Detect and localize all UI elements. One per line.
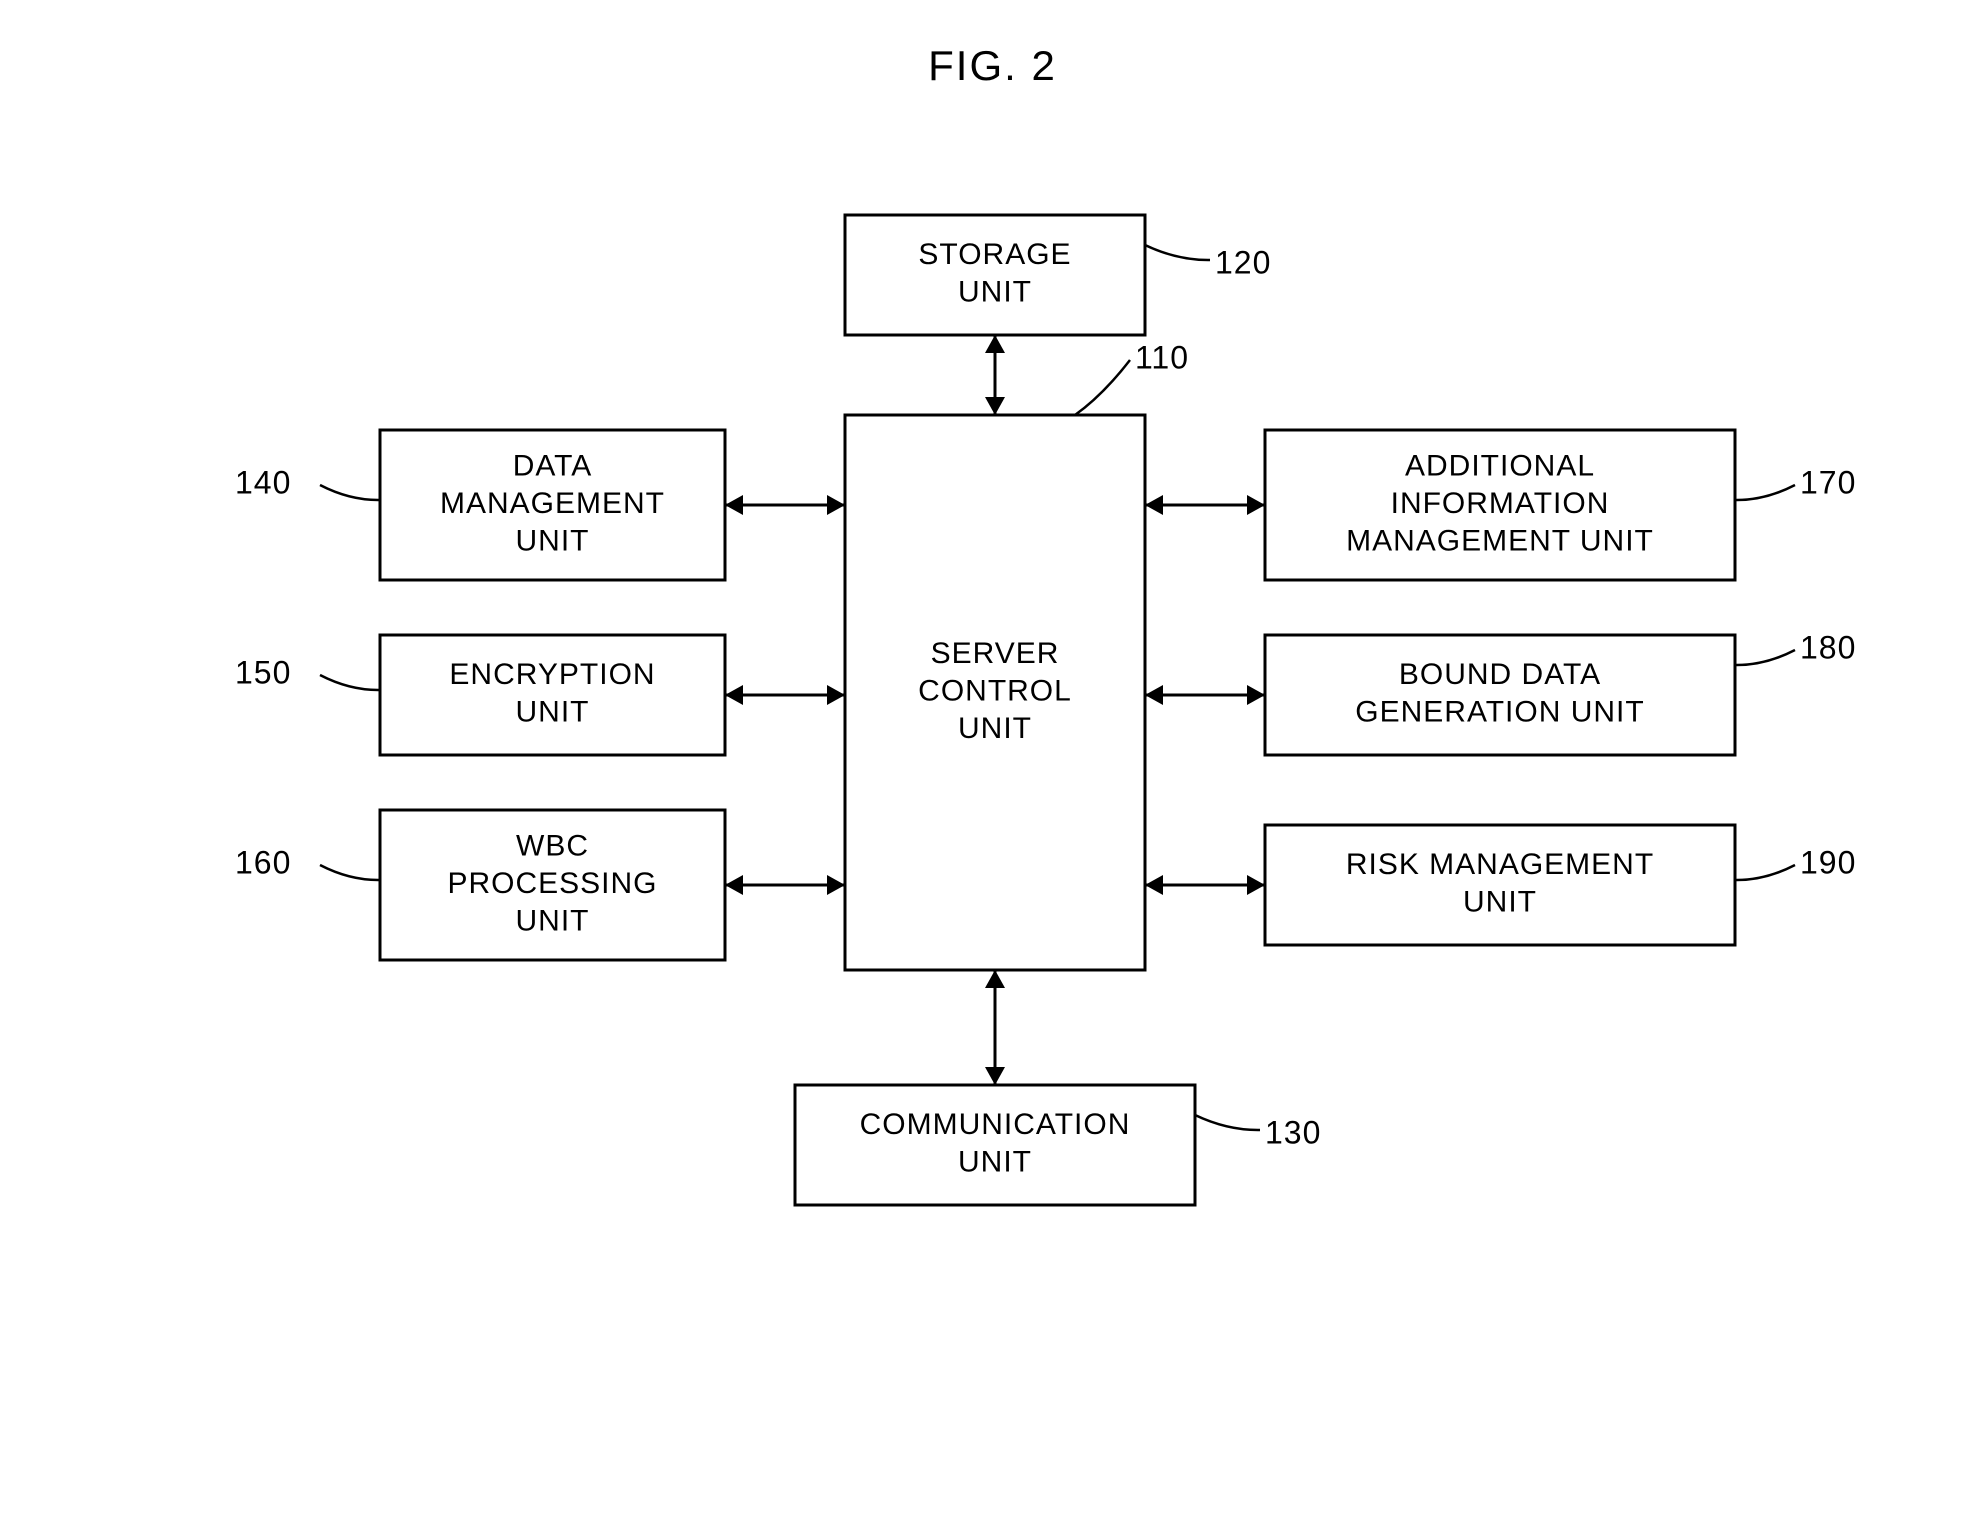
unit-160-label: UNIT (516, 904, 590, 937)
server-control-unit-ref: 110 (1135, 339, 1189, 375)
unit-190-ref: 190 (1800, 844, 1856, 880)
arrowhead (1247, 495, 1265, 515)
arrowhead (827, 495, 845, 515)
storage-unit-label: STORAGE (918, 238, 1071, 271)
unit-140-label: MANAGEMENT (440, 487, 665, 520)
arrowhead (985, 397, 1005, 415)
arrowhead (725, 875, 743, 895)
arrowhead (1145, 495, 1163, 515)
storage-unit-leader (1145, 245, 1210, 260)
unit-190-label: RISK MANAGEMENT (1346, 848, 1654, 881)
storage-unit-label: UNIT (958, 276, 1032, 309)
unit-170-label: ADDITIONAL (1405, 449, 1595, 482)
arrowhead (827, 685, 845, 705)
unit-150-label: UNIT (516, 696, 590, 729)
arrowhead (1247, 685, 1265, 705)
arrowhead (985, 970, 1005, 988)
unit-190-leader (1735, 865, 1795, 880)
unit-170-label: MANAGEMENT UNIT (1346, 524, 1654, 557)
communication-unit-label: COMMUNICATION (860, 1108, 1131, 1141)
block-diagram: FIG. 2 SERVER CONTROL UNIT 110 STORAGE UNIT 120… (0, 0, 1985, 1531)
server-control-unit-leader (1075, 360, 1130, 415)
unit-150-label: ENCRYPTION (449, 658, 655, 691)
communication-unit-ref: 130 (1265, 1114, 1321, 1150)
communication-unit-leader (1195, 1115, 1260, 1130)
arrowhead (1145, 685, 1163, 705)
unit-160-ref: 160 (235, 844, 291, 880)
unit-180-ref: 180 (1800, 629, 1856, 665)
figure-title: FIG. 2 (928, 42, 1057, 89)
server-control-unit-label: UNIT (958, 712, 1032, 745)
arrowhead (1247, 875, 1265, 895)
communication-unit-label: UNIT (958, 1146, 1032, 1179)
unit-150-leader (320, 675, 380, 690)
arrowhead (827, 875, 845, 895)
unit-170-leader (1735, 485, 1795, 500)
unit-170-label: INFORMATION (1391, 487, 1610, 520)
server-control-unit-label: SERVER (931, 637, 1060, 670)
arrowhead (985, 335, 1005, 353)
unit-150-ref: 150 (235, 654, 291, 690)
unit-190-label: UNIT (1463, 886, 1537, 919)
unit-180-label: BOUND DATA (1399, 658, 1601, 691)
server-control-unit-label: CONTROL (918, 674, 1072, 707)
unit-160-label: PROCESSING (447, 867, 657, 900)
arrowhead (725, 495, 743, 515)
arrowhead (985, 1067, 1005, 1085)
storage-unit-ref: 120 (1215, 244, 1271, 280)
unit-140-leader (320, 485, 380, 500)
unit-140-ref: 140 (235, 464, 291, 500)
unit-170-ref: 170 (1800, 464, 1856, 500)
unit-160-label: WBC (516, 829, 589, 862)
unit-180-label: GENERATION UNIT (1355, 696, 1644, 729)
arrowhead (1145, 875, 1163, 895)
unit-160-leader (320, 865, 380, 880)
unit-140-label: DATA (513, 449, 593, 482)
arrowhead (725, 685, 743, 705)
unit-140-label: UNIT (516, 524, 590, 557)
unit-180-leader (1735, 650, 1795, 665)
